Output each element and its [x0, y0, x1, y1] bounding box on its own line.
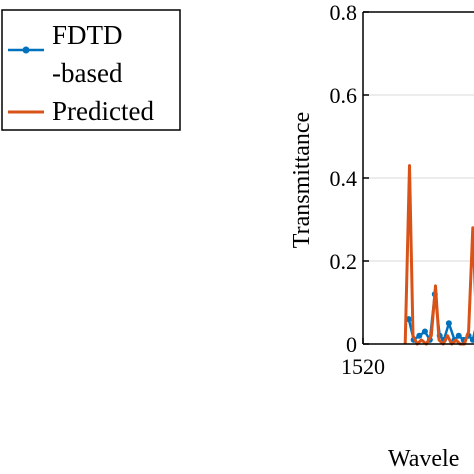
- series-fdtd-line: [407, 292, 474, 342]
- series-fdtd-point: [421, 328, 428, 335]
- series-fdtd-point: [469, 336, 474, 343]
- legend-box: [1, 9, 181, 131]
- y-tick-label: 0.6: [330, 83, 358, 108]
- ticks: 00.20.40.60.815201540: [330, 0, 386, 379]
- series-fdtd-point: [445, 320, 452, 327]
- legend-fdtd-marker: [22, 46, 30, 54]
- series-layer: [403, 164, 474, 346]
- x-tick-label: 1520: [341, 354, 385, 379]
- legend-predicted-label: Predicted: [52, 96, 154, 126]
- series-fdtd-point: [455, 332, 462, 339]
- plot-area: 00.20.40.60.815201540: [330, 0, 474, 379]
- legend-fdtd-label-2: -based: [52, 58, 123, 88]
- y-tick-label: 0.8: [330, 0, 358, 25]
- y-tick-label: 0.4: [330, 166, 358, 191]
- grid: [363, 11, 474, 262]
- series-fdtd-point: [416, 332, 423, 339]
- x-axis-label: Wavele: [388, 446, 459, 472]
- legend: FDTD -based Predicted: [1, 9, 181, 131]
- series-predicted-line: [403, 164, 474, 346]
- y-tick-label: 0: [346, 332, 357, 357]
- y-axis-label: Transmittance: [289, 112, 315, 248]
- y-tick-label: 0.2: [330, 249, 358, 274]
- legend-fdtd-label-1: FDTD: [52, 20, 123, 50]
